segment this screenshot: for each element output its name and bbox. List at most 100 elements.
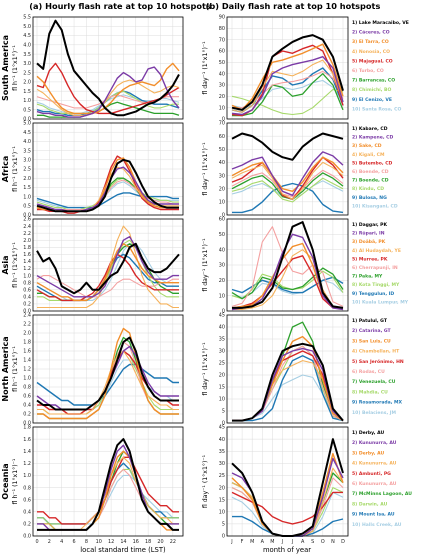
daily-frame (226, 16, 349, 120)
daily-y-tick-label: 40 (219, 437, 225, 443)
legend-entry: 8) Mahdia, CU (352, 389, 388, 395)
hour-tick-label: 22 (170, 539, 176, 545)
hourly-y-tick-label: 1.4 (23, 358, 31, 364)
region-label: North America (1, 336, 10, 401)
hourly-y-tick-label: 1.5 (23, 89, 31, 95)
legend-entry: 6) Kununurra, AU (352, 481, 397, 487)
hour-tick-label: 20 (157, 539, 163, 545)
hourly-y-tick-label: 0.6 (23, 287, 31, 293)
legend-entry: 1) Patulul, GT (352, 318, 388, 324)
daily-y-tick-label: 30 (219, 83, 225, 89)
hour-tick-label: 12 (108, 539, 114, 545)
hour-tick-label: 16 (133, 539, 139, 545)
daily-y-tick-label: 60 (219, 217, 225, 223)
right-panel-title: (b) Daily flash rate at top 10 hotspots (206, 1, 381, 11)
daily-y-tick-label: 20 (219, 278, 225, 284)
legend-entry: 3) Doābā, PK (352, 239, 386, 245)
legend-entry: 5) Ambunti, PG (352, 471, 391, 477)
daily-series-2 (231, 56, 344, 116)
month-tick-label: D (341, 539, 345, 545)
hourly-y-tick-label: 2.0 (23, 331, 31, 337)
hourly-y-tick-label: 0.6 (23, 497, 31, 503)
hourly-series-1 (37, 438, 179, 531)
right-x-axis-label: month of year (263, 546, 311, 554)
hourly-y-tick-label: 0.2 (23, 302, 31, 308)
hourly-y-tick-label: 0.0 (23, 117, 31, 123)
daily-y-tick-label: 40 (219, 247, 225, 253)
hour-tick-label: 18 (145, 539, 151, 545)
hourly-y-tick-label: 4.5 (23, 130, 31, 136)
legend-entry: 4) Kununurra, AU (352, 461, 397, 467)
right-y-axis-label: fl day⁻¹ (1°x1°)⁻¹ (201, 142, 209, 196)
hourly-y-tick-label: 2.6 (23, 217, 31, 223)
daily-y-tick-label: 30 (219, 349, 225, 355)
daily-series-5 (231, 491, 343, 525)
daily-y-tick-label: 5 (222, 522, 225, 528)
hourly-y-tick-label: 2.4 (23, 313, 31, 319)
legend-entry: 2) Kununurra, AU (352, 440, 397, 446)
hourly-panel: 0 2 4 6 8 10 12 14 16 18 20 22 0.0 0.2 0.4 0.6 0.8 1.0 1.2… (23, 425, 184, 545)
legend-entry: 2) Kampene, CD (352, 135, 393, 141)
hourly-y-tick-label: 0.5 (23, 107, 31, 113)
daily-panel: 0 5 10 15 20 25 30 35 40 45 (219, 313, 349, 427)
hourly-y-tick-label: 2.2 (23, 322, 31, 328)
daily-y-tick-label: 90 (219, 15, 225, 21)
hourly-y-tick-label: 0.0 (23, 309, 31, 315)
hourly-y-tick-label: 3.5 (23, 52, 31, 58)
legend: 1) Patulul, GT 2) Catarina, GT 3) San Luis… (352, 318, 404, 416)
legend-entry: 9) Mount Isa, AU (352, 512, 395, 518)
region-south-america: South America fl h⁻¹ (1°x1°)⁻¹ fl day⁻¹ (1… (1, 15, 409, 123)
hourly-series-8 (36, 90, 179, 114)
month-tick-label: F (241, 539, 244, 545)
legend: 1) Daggar, PK 2) Rūpari, IN 3) Doābā, PK 4)… (352, 222, 409, 305)
daily-series-9 (232, 355, 344, 422)
hourly-series-1 (36, 158, 179, 213)
legend-entry: 3) Derby, AU (352, 450, 384, 456)
legend-entry: 4) Al Hudaydah, YE (352, 248, 401, 254)
daily-frame (226, 426, 349, 537)
month-tick-label: M (270, 539, 274, 545)
daily-series-1 (231, 34, 344, 111)
legend-entry: 1) Daggar, PK (352, 222, 387, 228)
left-y-axis-label: fl h⁻¹ (1°x1°)⁻¹ (11, 242, 19, 288)
daily-series-1 (231, 132, 344, 161)
daily-frame (226, 314, 349, 424)
legend-entry: 10) Santa Rosa, CO (352, 106, 401, 112)
hourly-frame (32, 122, 184, 216)
hour-tick-label: 10 (96, 539, 102, 545)
legend-entry: 8) Chimichí, BO (352, 86, 392, 93)
hourly-y-tick-label: 5.5 (23, 15, 31, 21)
daily-y-tick-label: 50 (219, 60, 225, 66)
region-label: Asia (1, 255, 10, 274)
daily-series-9 (232, 515, 344, 537)
hourly-y-tick-label: 1.4 (23, 449, 31, 455)
daily-series-6 (231, 169, 344, 198)
daily-frame (226, 218, 349, 312)
hourly-series-9 (36, 192, 179, 209)
daily-panel: 0 10 20 30 40 50 60 70 (219, 121, 349, 219)
hourly-y-tick-label: 0.2 (23, 412, 31, 418)
daily-y-tick-label: 80 (219, 26, 225, 32)
hourly-y-tick-label: 0.8 (23, 485, 31, 491)
hourly-y-tick-label: 4.0 (23, 139, 31, 145)
legend-entry: 1) Kabare, CD (352, 126, 388, 132)
daily-panel: 0 10 20 30 40 50 60 70 80 90 (219, 15, 349, 123)
month-tick-label: M (250, 539, 254, 545)
legend-entry: 8) Darwin, AU (352, 501, 388, 507)
hourly-series-5 (36, 253, 179, 302)
hourly-y-tick-label: 0.4 (23, 295, 31, 301)
right-y-axis-label: fl day⁻¹ (1°x1°)⁻¹ (201, 454, 209, 508)
legend-entry: 5) Butembo, CD (352, 160, 393, 166)
daily-y-tick-label: 70 (219, 37, 225, 43)
hourly-y-tick-label: 0.4 (23, 403, 31, 409)
daily-y-tick-label: 30 (219, 461, 225, 467)
hourly-y-tick-label: 2.5 (23, 70, 31, 76)
legend-entry: 2) Rūpari, IN (352, 231, 385, 237)
hourly-y-tick-label: 1.2 (23, 461, 31, 467)
daily-y-tick-label: 50 (219, 232, 225, 238)
hourly-y-tick-label: 1.6 (23, 349, 31, 355)
hourly-y-tick-label: 1.2 (23, 367, 31, 373)
daily-y-tick-label: 45 (219, 313, 225, 319)
